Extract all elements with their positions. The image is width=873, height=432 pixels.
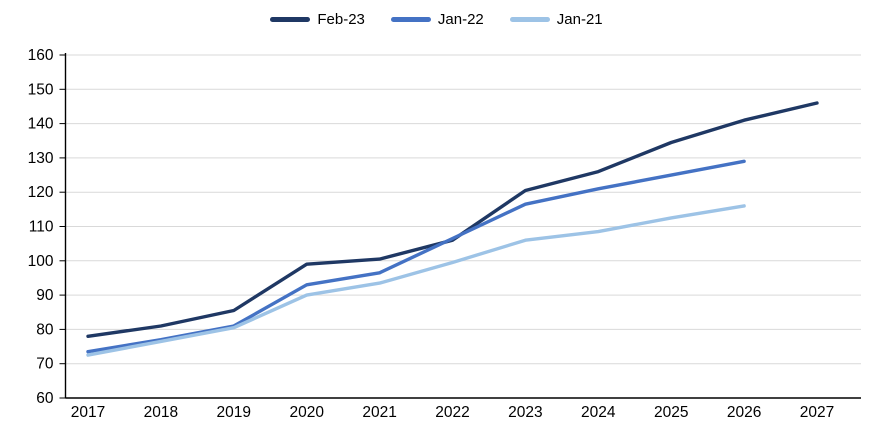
y-axis-tick-label: 140 [28, 116, 54, 133]
y-axis-tick-label: 90 [36, 287, 54, 304]
x-axis-tick-label: 2020 [289, 404, 324, 421]
legend-item-jan-21: Jan-21 [509, 11, 603, 28]
legend-swatch-feb-23 [270, 17, 311, 22]
x-axis-tick-label: 2023 [508, 404, 542, 421]
y-axis-tick-label: 160 [28, 47, 54, 64]
legend-swatch-jan-22 [390, 17, 431, 22]
series-line-jan-21 [86, 204, 746, 357]
legend-item-jan-22: Jan-22 [390, 11, 484, 28]
y-axis-tick-label: 120 [28, 184, 54, 201]
x-axis-tick-label: 2021 [362, 404, 396, 421]
chart-legend: Feb-23 Jan-22 Jan-21 [0, 12, 873, 27]
x-axis-tick-label: 2018 [144, 404, 178, 421]
legend-swatch-jan-21 [509, 17, 550, 22]
y-axis-tick-label: 150 [28, 81, 54, 98]
y-axis-tick-label: 60 [36, 390, 54, 407]
x-axis-tick-label: 2027 [800, 404, 834, 421]
legend-label-jan-21: Jan-21 [556, 11, 603, 28]
legend-item-feb-23: Feb-23 [270, 12, 365, 27]
legend-label-jan-22: Jan-22 [437, 11, 484, 28]
series-line-feb-23 [86, 101, 819, 338]
series-line-jan-22 [86, 159, 746, 354]
y-axis-tick-label: 70 [36, 356, 54, 373]
x-axis-tick-label: 2024 [581, 404, 616, 421]
x-axis-tick-label: 2025 [654, 404, 688, 421]
legend-label-feb-23: Feb-23 [317, 11, 365, 28]
y-axis-tick-label: 110 [29, 219, 54, 236]
y-axis-tick-label: 130 [28, 150, 54, 167]
x-axis-tick-label: 2026 [727, 404, 761, 421]
x-axis-tick-label: 2022 [435, 404, 469, 421]
x-axis-tick-label: 2019 [217, 404, 251, 421]
y-axis-tick-label: 100 [28, 253, 54, 270]
x-axis-tick-label: 2017 [71, 404, 105, 421]
y-axis-tick-label: 80 [36, 321, 54, 338]
